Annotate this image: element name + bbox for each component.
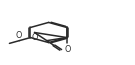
Text: O: O [31,33,38,42]
Text: O: O [64,45,70,54]
Text: O: O [16,31,22,40]
